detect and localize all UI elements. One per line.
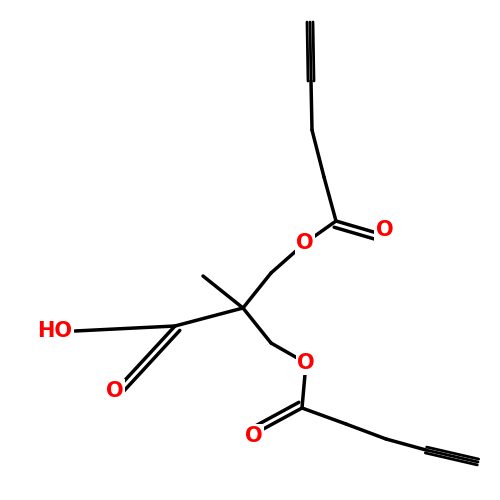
Text: O: O	[244, 426, 262, 446]
Text: O: O	[297, 353, 315, 373]
Text: O: O	[106, 381, 124, 401]
Text: HO: HO	[38, 321, 72, 341]
Text: O: O	[296, 233, 314, 253]
Text: O: O	[376, 220, 394, 240]
